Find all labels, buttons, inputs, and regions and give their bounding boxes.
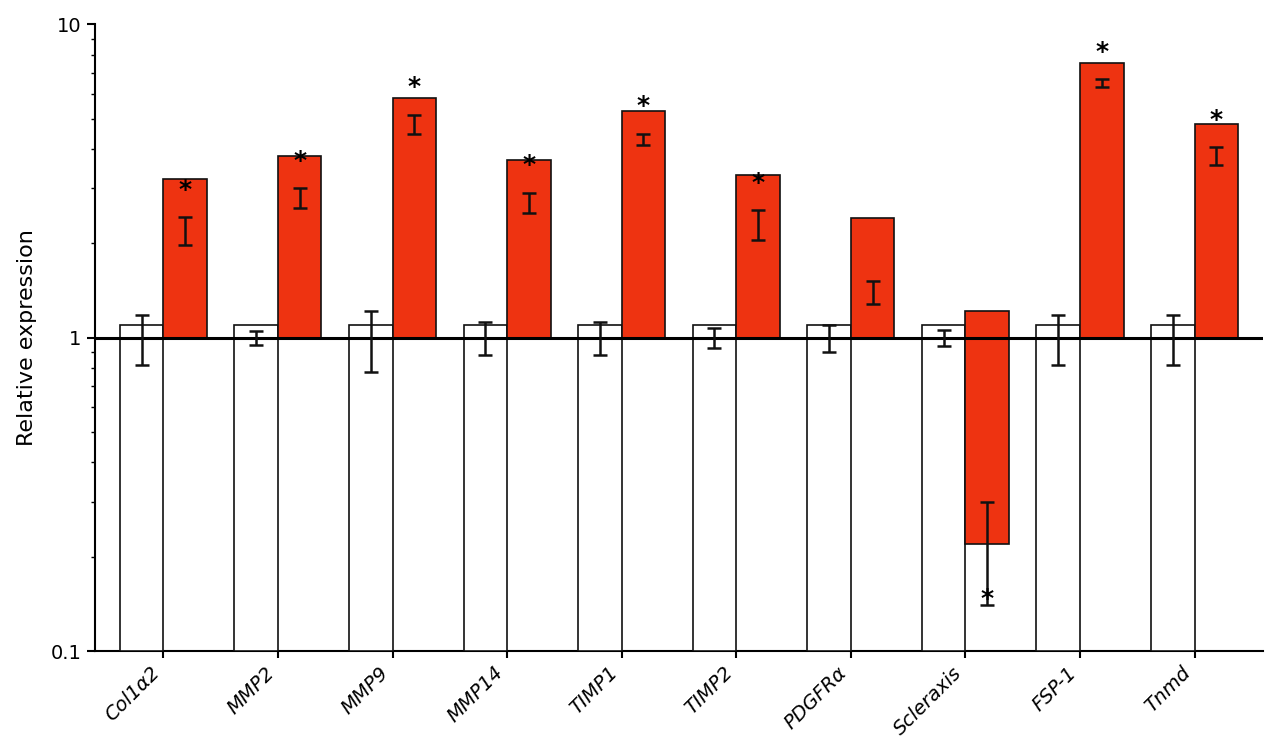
Bar	[1151, 325, 1194, 652]
Bar	[507, 159, 550, 337]
Bar	[922, 325, 965, 652]
Bar	[278, 156, 321, 337]
Text: *: *	[522, 153, 535, 177]
Bar	[851, 218, 895, 337]
Bar	[349, 325, 393, 652]
Bar	[808, 325, 851, 652]
Bar	[1037, 325, 1080, 652]
Bar	[120, 325, 164, 652]
Bar	[579, 325, 622, 652]
Bar	[1080, 63, 1124, 337]
Bar	[1194, 124, 1238, 337]
Bar	[463, 325, 507, 652]
Text: *: *	[179, 178, 192, 202]
Text: *: *	[408, 75, 421, 99]
Text: *: *	[1096, 40, 1108, 63]
Bar	[965, 310, 1009, 544]
Bar	[692, 325, 736, 652]
Y-axis label: Relative expression: Relative expression	[17, 230, 37, 446]
Bar	[622, 111, 666, 337]
Text: *: *	[980, 587, 993, 612]
Bar	[234, 325, 278, 652]
Text: *: *	[293, 149, 306, 173]
Text: *: *	[1210, 108, 1222, 132]
Bar	[164, 180, 207, 337]
Bar	[736, 175, 780, 337]
Bar	[393, 98, 436, 337]
Text: *: *	[637, 94, 650, 118]
Text: *: *	[751, 171, 764, 195]
